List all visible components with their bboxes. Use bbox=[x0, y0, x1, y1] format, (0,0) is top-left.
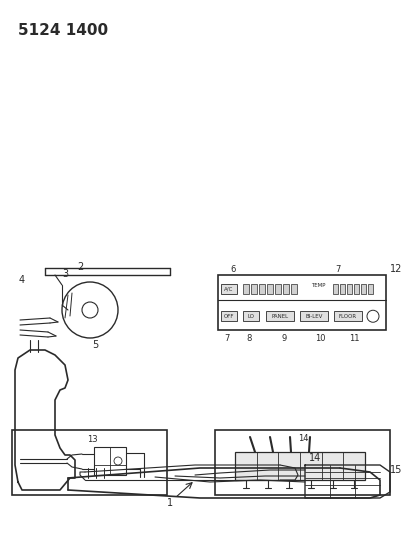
Bar bbox=[259, 284, 265, 294]
Bar bbox=[221, 284, 237, 294]
Bar bbox=[218, 275, 386, 330]
Bar bbox=[275, 284, 281, 294]
Bar bbox=[266, 311, 294, 321]
Text: 4: 4 bbox=[19, 275, 25, 285]
Bar bbox=[94, 447, 126, 475]
Bar bbox=[354, 284, 359, 294]
Text: BI-LEV: BI-LEV bbox=[305, 314, 323, 319]
Bar bbox=[243, 284, 249, 294]
Text: LO: LO bbox=[248, 314, 255, 319]
Bar bbox=[368, 284, 373, 294]
Bar bbox=[221, 311, 237, 321]
Bar bbox=[361, 284, 366, 294]
Text: 15: 15 bbox=[390, 465, 402, 475]
Bar bbox=[243, 311, 259, 321]
Text: 5124 1400: 5124 1400 bbox=[18, 23, 108, 38]
Bar bbox=[215, 430, 390, 495]
Bar bbox=[347, 284, 352, 294]
Bar bbox=[334, 311, 362, 321]
Text: 9: 9 bbox=[282, 334, 287, 343]
Text: 8: 8 bbox=[246, 334, 252, 343]
Text: A/C: A/C bbox=[224, 286, 234, 291]
Text: 12: 12 bbox=[390, 264, 402, 274]
Text: 13: 13 bbox=[86, 435, 98, 444]
Text: 14: 14 bbox=[298, 434, 308, 443]
Bar bbox=[340, 284, 345, 294]
Text: 14: 14 bbox=[309, 453, 321, 463]
Text: 11: 11 bbox=[349, 334, 359, 343]
Bar bbox=[300, 311, 328, 321]
Bar bbox=[251, 284, 257, 294]
Bar bbox=[267, 284, 273, 294]
Text: 6: 6 bbox=[230, 265, 236, 274]
Text: 5: 5 bbox=[92, 340, 98, 350]
Text: 7: 7 bbox=[335, 265, 341, 274]
Text: 10: 10 bbox=[315, 334, 325, 343]
Text: 1: 1 bbox=[167, 498, 173, 508]
Text: OFF: OFF bbox=[224, 314, 234, 319]
Text: 2: 2 bbox=[77, 262, 83, 272]
Bar bbox=[235, 452, 365, 480]
Text: 7: 7 bbox=[224, 334, 230, 343]
Bar bbox=[333, 284, 338, 294]
Text: FLOOR: FLOOR bbox=[339, 314, 357, 319]
Text: PANEL: PANEL bbox=[271, 314, 288, 319]
Text: TEMP: TEMP bbox=[311, 282, 325, 288]
Text: 3: 3 bbox=[62, 269, 68, 279]
Bar bbox=[12, 430, 167, 495]
Bar bbox=[283, 284, 289, 294]
Bar bbox=[291, 284, 297, 294]
